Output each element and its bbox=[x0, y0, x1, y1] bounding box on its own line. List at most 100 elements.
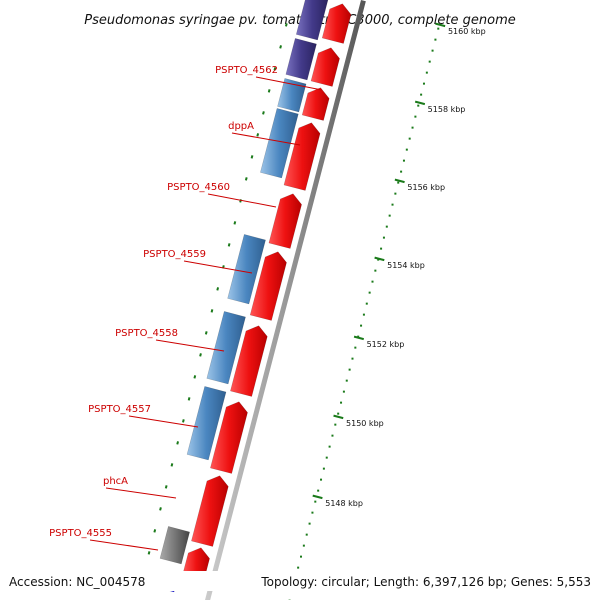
gene-feature bbox=[227, 234, 266, 305]
label-leader-line bbox=[207, 193, 277, 208]
scale-dot bbox=[402, 159, 405, 162]
label-leader-line bbox=[128, 415, 199, 428]
scale-dot bbox=[314, 500, 317, 503]
scale-dot bbox=[351, 357, 354, 360]
kbp-label: 5156 kbp bbox=[407, 183, 445, 192]
inner-tick bbox=[279, 45, 282, 49]
gene-feature bbox=[191, 475, 229, 547]
scale-dot bbox=[345, 379, 348, 382]
scale-dot bbox=[354, 346, 357, 349]
kbp-label: 5158 kbp bbox=[428, 105, 466, 114]
kbp-label: 5148 kbp bbox=[325, 499, 363, 508]
kbp-label: 5150 kbp bbox=[346, 419, 384, 428]
gene-feature bbox=[206, 311, 246, 385]
scale-dot bbox=[337, 412, 340, 415]
footer-summary: Topology: circular; Length: 6,397,126 bp… bbox=[260, 575, 591, 589]
gene-feature bbox=[159, 526, 190, 565]
inner-tick bbox=[233, 221, 237, 225]
inner-tick bbox=[216, 287, 220, 291]
scale-dot bbox=[371, 280, 374, 283]
inner-tick bbox=[262, 111, 265, 115]
label-leader-line bbox=[155, 339, 225, 352]
scale-dot bbox=[362, 313, 365, 316]
scale-dot bbox=[348, 368, 351, 371]
genome-backbone bbox=[205, 0, 366, 600]
scale-dot bbox=[385, 225, 388, 228]
genes-layer bbox=[152, 0, 352, 593]
inner-tick bbox=[204, 331, 208, 335]
inner-tick bbox=[193, 375, 197, 379]
kbp-major-tick bbox=[394, 178, 405, 184]
scale-dot bbox=[317, 489, 320, 492]
scale-dot bbox=[414, 115, 417, 118]
scale-dot bbox=[428, 60, 431, 63]
scale-dot bbox=[377, 258, 380, 261]
scale-dot bbox=[380, 247, 383, 250]
scale-dot bbox=[302, 544, 305, 547]
footer-accession: Accession: NC_004578 bbox=[9, 575, 145, 589]
inner-tick bbox=[182, 419, 185, 423]
scale-dot bbox=[331, 434, 334, 437]
gene-label: PSPTO_4558 bbox=[115, 328, 178, 339]
scale-dot bbox=[422, 82, 425, 85]
scale-dot bbox=[365, 302, 368, 305]
inner-tick bbox=[147, 551, 151, 555]
kbp-major-tick bbox=[414, 100, 426, 106]
gene-feature bbox=[249, 251, 287, 321]
kbp-major-tick bbox=[353, 335, 365, 341]
scale-dot bbox=[397, 181, 400, 184]
scale-dot bbox=[425, 71, 428, 74]
gene-feature bbox=[230, 325, 268, 397]
scale-dot bbox=[417, 104, 420, 107]
inner-tick bbox=[284, 23, 288, 27]
scale-dot bbox=[305, 533, 308, 536]
scale-dot bbox=[320, 478, 323, 481]
gene-feature bbox=[283, 122, 321, 191]
scale-dot bbox=[340, 401, 343, 404]
kbp-major-tick bbox=[435, 22, 446, 28]
inner-tick bbox=[256, 133, 260, 137]
scale-dot bbox=[328, 445, 331, 448]
inner-tick bbox=[250, 155, 254, 159]
kbp-major-tick bbox=[333, 414, 344, 420]
scale-dot bbox=[374, 269, 377, 272]
gene-label: PSPTO_4555 bbox=[49, 528, 112, 539]
scale-dot bbox=[368, 291, 371, 294]
gene-feature bbox=[260, 108, 299, 179]
inner-tick bbox=[210, 309, 214, 313]
kbp-label: 5160 kbp bbox=[448, 27, 486, 36]
label-leader-line bbox=[183, 260, 253, 274]
inner-tick bbox=[164, 485, 168, 489]
gene-label: phcA bbox=[103, 476, 128, 487]
scale-dot bbox=[297, 566, 300, 569]
scale-dot bbox=[325, 456, 328, 459]
scale-dot bbox=[391, 203, 394, 206]
label-leader-line bbox=[89, 539, 159, 551]
gene-label: PSPTO_4560 bbox=[167, 182, 230, 193]
scale-dot bbox=[382, 236, 385, 239]
label-leader-line bbox=[231, 132, 301, 146]
gene-label: PSPTO_4559 bbox=[143, 249, 206, 260]
scale-dot bbox=[411, 126, 414, 129]
scale-dot bbox=[420, 93, 423, 96]
inner-tick bbox=[244, 177, 248, 181]
scale-dot bbox=[360, 324, 363, 327]
scale-dot bbox=[342, 390, 345, 393]
gene-feature bbox=[210, 401, 248, 474]
scale-dot bbox=[334, 423, 337, 426]
kbp-label: 5154 kbp bbox=[387, 261, 425, 270]
label-leader-line bbox=[105, 487, 177, 499]
scale-dot bbox=[311, 511, 314, 514]
scale-dot bbox=[405, 148, 408, 151]
gene-label: PSPTO_4562 bbox=[215, 65, 278, 76]
scale-dot bbox=[400, 170, 403, 173]
scale-dot bbox=[408, 137, 411, 140]
scale-dot bbox=[300, 555, 303, 558]
inner-tick bbox=[176, 441, 180, 445]
label-leader-line bbox=[255, 76, 323, 91]
gene-feature bbox=[277, 78, 307, 113]
inner-tick bbox=[159, 507, 162, 511]
kbp-major-tick bbox=[312, 494, 323, 500]
label-layer: PSPTO_4562 dppA PSPTO_4560 PSPTO_4559 PSPTO_… bbox=[49, 65, 278, 539]
